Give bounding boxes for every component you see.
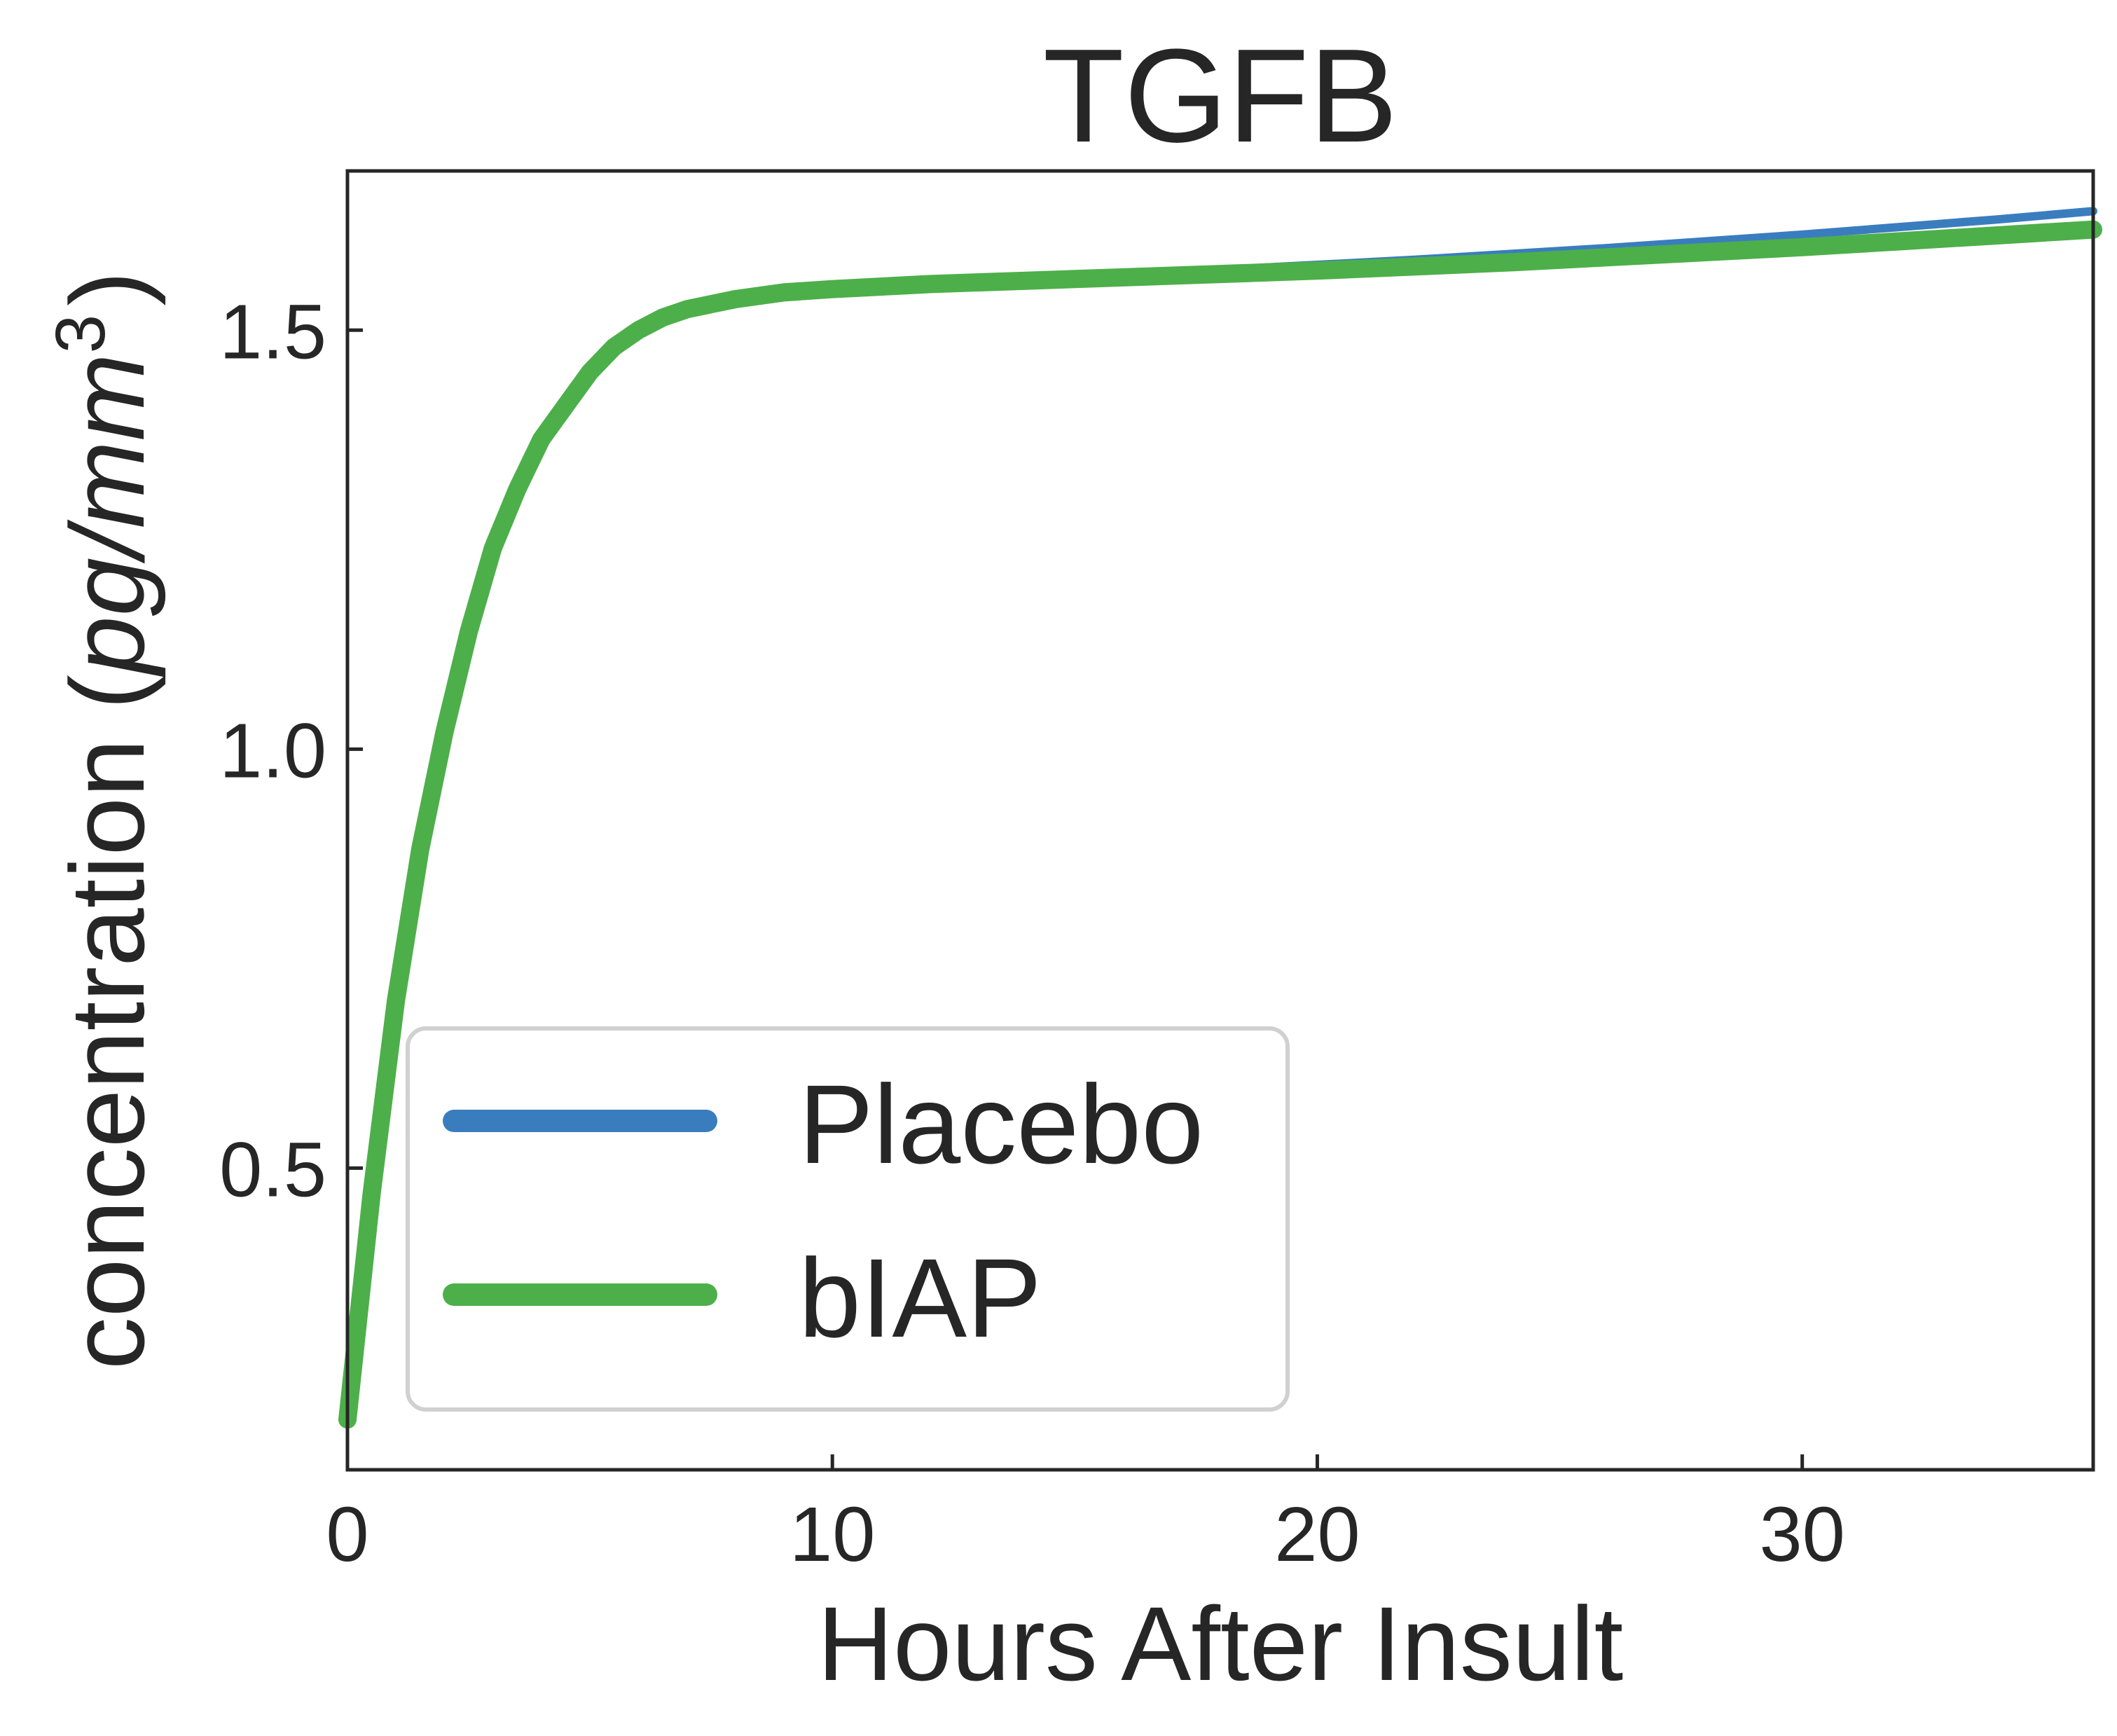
- legend-label-placebo: Placebo: [799, 1061, 1204, 1187]
- legend: Placebo bIAP: [406, 1026, 1290, 1412]
- y-axis-label-close: ): [48, 271, 166, 306]
- x-tick-label: 20: [1274, 1492, 1360, 1578]
- y-tick-label: 0.5: [219, 1127, 326, 1213]
- y-tick-label: 1.5: [219, 289, 326, 375]
- x-tick-label: 10: [789, 1492, 875, 1578]
- legend-label-biap: bIAP: [799, 1235, 1042, 1360]
- y-axis-label-superscript: 3: [41, 315, 120, 354]
- chart-title: TGFB: [1043, 22, 1398, 170]
- x-axis-label: Hours After Insult: [818, 1585, 1624, 1702]
- x-axis-ticks: 0 10 20 30: [326, 1454, 1845, 1578]
- y-axis-ticks: 0.5 1.0 1.5: [219, 289, 363, 1213]
- y-axis-label-main: concentration (: [48, 675, 166, 1370]
- y-axis-label-unit: pg/mm: [48, 353, 166, 677]
- x-tick-label: 30: [1759, 1492, 1844, 1578]
- plot-frame: [345, 169, 2095, 1472]
- series-lines: [338, 207, 2102, 1429]
- x-tick-label: 0: [326, 1492, 368, 1578]
- series-line-biap: [338, 220, 2102, 1429]
- y-axis-label: concentration (pg/mm3): [41, 271, 166, 1370]
- y-tick-label: 1.0: [219, 708, 326, 794]
